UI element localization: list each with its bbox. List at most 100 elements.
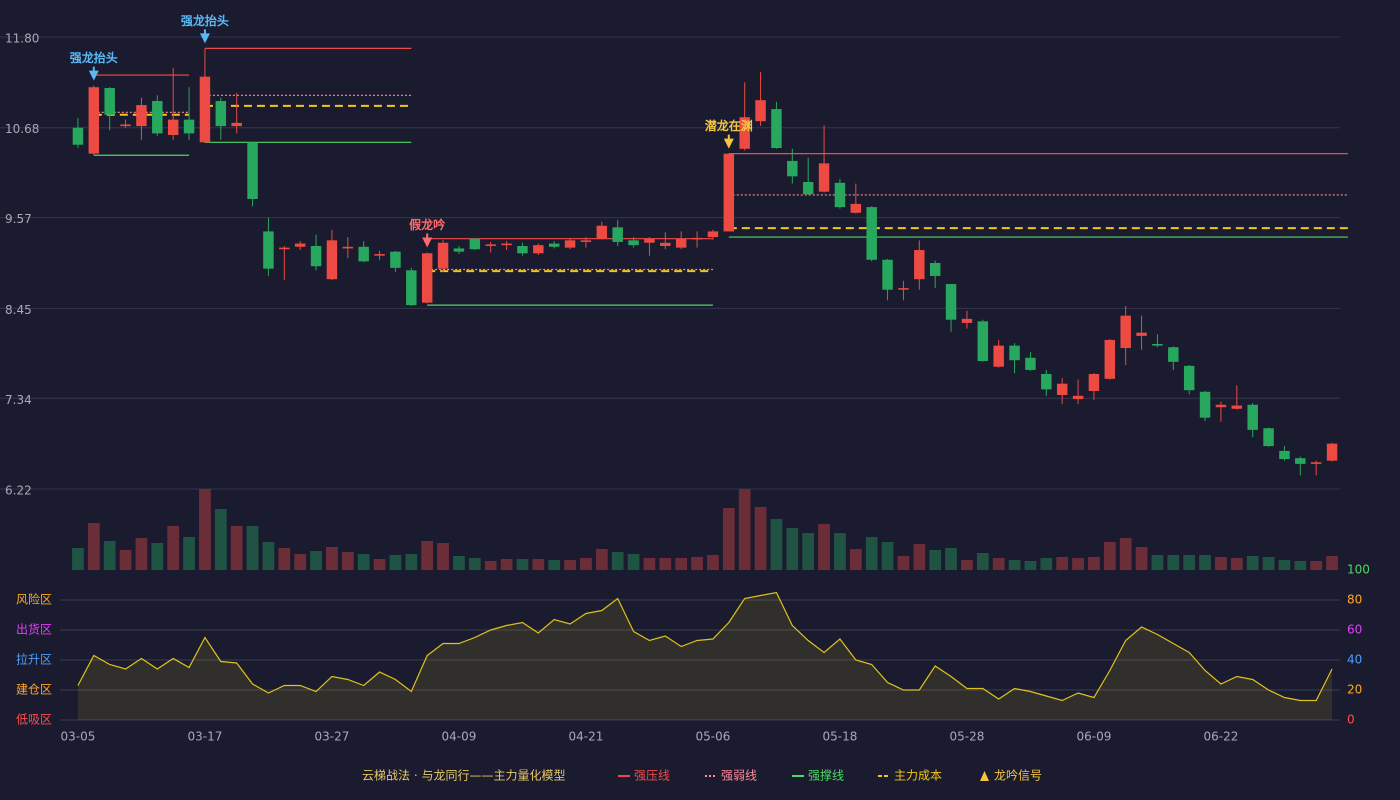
zone-label: 建仓区 (16, 683, 52, 697)
candle-body (1247, 404, 1258, 430)
legend-label: 强撑线 (808, 768, 844, 783)
candle-body (136, 105, 147, 127)
candle-body (1136, 332, 1147, 336)
volume-bar (246, 526, 259, 570)
volume-bar (1199, 555, 1211, 570)
volume-bar (802, 533, 815, 570)
candle-body (104, 88, 115, 115)
candle-body (247, 142, 258, 200)
volume-bar (1246, 556, 1259, 570)
legend-swatch (980, 771, 989, 781)
volume-bar (738, 489, 751, 570)
x-tick-label: 05-28 (950, 730, 985, 744)
candle-body (548, 243, 560, 247)
candle-body (326, 240, 338, 280)
legend-label: 强弱线 (721, 769, 757, 783)
candle-body (390, 251, 401, 268)
volume-bar (1151, 555, 1164, 570)
x-tick-label: 03-27 (315, 730, 350, 744)
x-tick-label: 06-22 (1204, 730, 1239, 744)
signal-arrow (422, 233, 433, 248)
candle-body (167, 119, 179, 136)
volume-bar (453, 556, 465, 570)
volume-bar (151, 543, 164, 570)
candle-body (421, 253, 433, 303)
candle-body (691, 237, 703, 240)
candle-body (437, 242, 449, 269)
candle-body (501, 243, 512, 246)
volume-bar (72, 548, 84, 570)
candle-body (1104, 339, 1116, 379)
volume-bar (103, 541, 116, 570)
zone-label: 风险区 (16, 592, 52, 607)
volume-bar (468, 558, 481, 570)
candle-body (818, 163, 830, 192)
candle-body (612, 227, 623, 242)
candle-body (945, 284, 957, 320)
volume-bar (167, 526, 180, 570)
x-tick-label: 03-05 (61, 730, 96, 744)
volume-bar (230, 526, 243, 570)
candle-body (231, 122, 242, 127)
zone-label: 出货区 (16, 622, 52, 637)
indicator-line (77, 591, 1333, 702)
candle-body (1199, 391, 1211, 418)
legend-label: 主力成本 (894, 769, 942, 783)
candle-body (1168, 347, 1179, 362)
volume-bar (659, 558, 672, 570)
x-tick-label: 03-17 (188, 730, 223, 744)
volume-bar (611, 552, 624, 570)
indicator-tick-label: 0 (1347, 713, 1355, 727)
volume-bar (437, 543, 449, 570)
volume-bar (278, 548, 291, 570)
volume-bar (262, 542, 275, 570)
volume-bar (675, 558, 688, 570)
candle-body (1310, 462, 1322, 464)
indicator-tick-label: 60 (1347, 623, 1362, 637)
candle-body (294, 243, 306, 247)
candle-body (882, 259, 893, 290)
candle-body (152, 100, 163, 134)
volume-bar (580, 558, 592, 570)
candle-body (183, 119, 195, 134)
candle-body (1183, 365, 1195, 391)
indicator-tick-label: 80 (1347, 593, 1362, 607)
candle-body (850, 203, 862, 213)
volume-bar (199, 489, 211, 570)
candle-body (866, 207, 877, 260)
x-tick-label: 04-09 (442, 730, 477, 744)
candle-body (1072, 395, 1084, 400)
volume-bar (976, 553, 989, 570)
candle-body (1326, 443, 1338, 461)
candle-body (1215, 404, 1227, 408)
volume-bar (421, 541, 434, 570)
volume-bar (1008, 560, 1021, 570)
candle-body (675, 238, 687, 248)
volume-bar (1215, 557, 1227, 570)
volume-bar (770, 519, 783, 570)
legend-title: 云梯战法 · 与龙同行——主力量化模型 (362, 769, 565, 783)
volume-bar (1262, 557, 1275, 570)
candle-body (342, 246, 354, 249)
y-tick-label: 7.34 (5, 393, 32, 407)
volume-bar (564, 560, 576, 570)
volume-bar (945, 548, 957, 570)
volume-bar (1310, 561, 1323, 570)
candle-body (1279, 450, 1290, 460)
signal-label: 潜龙在渊 (705, 118, 753, 133)
volume-bar (818, 524, 830, 570)
candle-body (1152, 344, 1163, 346)
zone-label: 低吸区 (16, 713, 52, 727)
volume-bar (1278, 560, 1291, 570)
signal-arrow (199, 29, 210, 44)
indicator-tick-label: 40 (1347, 653, 1362, 667)
y-tick-label: 8.45 (5, 303, 32, 317)
legend-label: 强压线 (634, 769, 670, 783)
candle-body (517, 245, 528, 254)
candle-body (914, 250, 925, 280)
candle-body (580, 240, 592, 242)
volume-bar (214, 509, 227, 570)
volume-bar (881, 542, 894, 570)
